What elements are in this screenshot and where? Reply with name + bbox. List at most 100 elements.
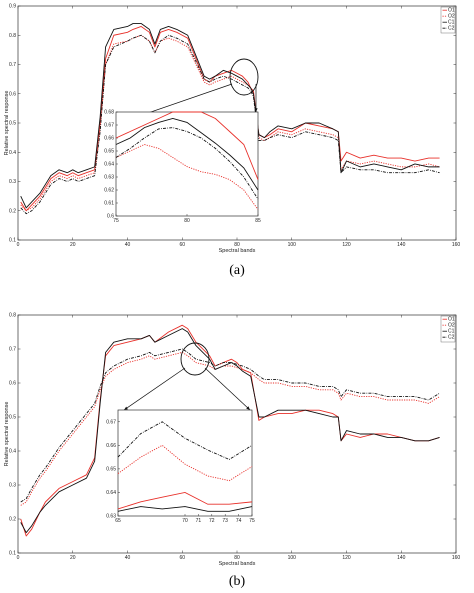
x-tick-label: 20 bbox=[70, 242, 76, 248]
legend-label-c1: C1 bbox=[448, 329, 455, 335]
y-tick-label: 0.3 bbox=[9, 179, 16, 185]
legend-label-c1: C1 bbox=[448, 20, 455, 26]
inset-series-line-c1 bbox=[115, 118, 259, 191]
inset-y-tick-label: 0.64 bbox=[104, 162, 114, 168]
inset-series-line-o1 bbox=[115, 111, 259, 180]
x-tick-label: 0 bbox=[17, 555, 20, 561]
y-axis-label: Relative spectral response bbox=[4, 91, 10, 156]
inset-x-tick-label: 71 bbox=[196, 518, 202, 524]
inset-x-tick-label: 72 bbox=[209, 518, 215, 524]
y-tick-label: 0.6 bbox=[9, 91, 16, 97]
x-tick-label: 100 bbox=[288, 555, 297, 561]
series-line-o2 bbox=[20, 34, 440, 212]
y-tick-label: 0.5 bbox=[9, 415, 16, 421]
chart-b: 0 20 40 60 80 100 120 140 160 0.1 0.2 0.3 0.4 0.5 0.6 0… bbox=[4, 313, 460, 589]
series-line-c1 bbox=[20, 23, 440, 209]
x-tick-label: 80 bbox=[234, 242, 240, 248]
inset-x-tick-label: 74 bbox=[236, 518, 242, 524]
legend-box bbox=[440, 6, 456, 34]
inset-plot-area bbox=[117, 409, 253, 517]
series-line-c2 bbox=[20, 34, 440, 215]
x-tick-label: 140 bbox=[397, 555, 406, 561]
x-tick-label: 60 bbox=[179, 242, 185, 248]
legend-label-o2: O2 bbox=[448, 323, 455, 329]
x-tick-label: 80 bbox=[234, 555, 240, 561]
y-tick-label: 0.2 bbox=[9, 208, 16, 214]
y-tick-label: 0.9 bbox=[9, 4, 16, 10]
inset-y-tick-label: 0.66 bbox=[104, 136, 114, 142]
y-tick-label: 0.5 bbox=[9, 121, 16, 127]
legend-label-c2: C2 bbox=[448, 26, 455, 32]
inset-y-tick-label: 0.65 bbox=[104, 149, 114, 155]
y-axis-label: Relative spectral response bbox=[4, 402, 10, 467]
zoom-arrow bbox=[123, 367, 186, 411]
x-tick-label: 160 bbox=[452, 242, 461, 248]
x-tick-label: 120 bbox=[342, 555, 351, 561]
inset-y-tick-label: 0.63 bbox=[106, 514, 116, 520]
y-tick-label: 0.3 bbox=[9, 483, 16, 489]
inset-series-line-c2 bbox=[117, 421, 253, 460]
x-axis-label: Spectral bands bbox=[219, 561, 256, 567]
y-tick-label: 0.8 bbox=[9, 33, 16, 39]
series-line-o1 bbox=[20, 324, 440, 537]
x-tick-label: 0 bbox=[17, 242, 20, 248]
inset-y-tick-label: 0.68 bbox=[104, 110, 114, 116]
series-line-c1 bbox=[20, 328, 440, 534]
inset-y-tick-label: 0.67 bbox=[106, 419, 116, 425]
chart-a: 0 20 40 60 80 100 120 140 160 0.1 0.2 0.3 0.4 0.5 0.6 0… bbox=[4, 4, 460, 278]
y-tick-label: 0.1 bbox=[9, 551, 16, 557]
x-tick-label: 120 bbox=[342, 242, 351, 248]
figure-caption: (b) bbox=[229, 574, 246, 589]
legend-label-o1: O1 bbox=[448, 8, 455, 14]
inset-y-tick-label: 0.6 bbox=[107, 214, 114, 220]
y-tick-label: 0.4 bbox=[9, 150, 16, 156]
zoom-ellipse bbox=[180, 342, 210, 376]
figure-caption: (a) bbox=[229, 263, 245, 278]
inset-y-tick-label: 0.62 bbox=[104, 188, 114, 194]
inset-chart: 75 80 85 0.6 0.61 0.62 0.63 0.64 0.65 0.66 0.67 0.6… bbox=[104, 110, 261, 224]
legend-label-o1: O1 bbox=[448, 317, 455, 323]
y-tick-label: 0.4 bbox=[9, 449, 16, 455]
inset-x-tick-label: 85 bbox=[255, 218, 261, 224]
inset-x-tick-label: 80 bbox=[184, 218, 190, 224]
zoom-arrow-head bbox=[254, 108, 258, 112]
inset-x-tick-label: 75 bbox=[113, 218, 119, 224]
y-tick-label: 0.7 bbox=[9, 347, 16, 353]
zoom-arrow-head bbox=[124, 406, 128, 410]
inset-series-line-o1 bbox=[117, 491, 253, 510]
x-tick-label: 40 bbox=[125, 555, 131, 561]
inset-series-line-o2 bbox=[115, 144, 259, 210]
x-tick-label: 100 bbox=[288, 242, 297, 248]
series-line-c2 bbox=[20, 348, 440, 503]
y-tick-label: 0.6 bbox=[9, 381, 16, 387]
inset-x-tick-label: 65 bbox=[115, 518, 121, 524]
inset-y-tick-label: 0.67 bbox=[104, 123, 114, 129]
inset-series-line-c1 bbox=[117, 506, 253, 512]
inset-y-tick-label: 0.64 bbox=[106, 490, 116, 496]
inset-y-tick-label: 0.63 bbox=[104, 175, 114, 181]
series-line-o2 bbox=[20, 351, 440, 506]
x-axis-label: Spectral bands bbox=[219, 248, 256, 254]
zoom-arrow-head bbox=[246, 406, 250, 410]
inset-y-tick-label: 0.65 bbox=[106, 467, 116, 473]
inset-y-tick-label: 0.66 bbox=[106, 443, 116, 449]
y-tick-label: 0.7 bbox=[9, 62, 16, 68]
x-tick-label: 60 bbox=[179, 555, 185, 561]
y-tick-label: 0.2 bbox=[9, 517, 16, 523]
x-tick-label: 20 bbox=[70, 555, 76, 561]
x-tick-label: 160 bbox=[452, 555, 461, 561]
x-tick-label: 40 bbox=[125, 242, 131, 248]
legend-box bbox=[440, 315, 456, 343]
inset-y-tick-label: 0.61 bbox=[104, 201, 114, 207]
inset-chart: 65 70 71 72 73 74 75 0.63 0.64 0.65 0.66 0.67 bbox=[106, 409, 255, 524]
y-tick-label: 0.8 bbox=[9, 313, 16, 319]
inset-series-line-o2 bbox=[117, 444, 253, 482]
inset-x-tick-label: 70 bbox=[182, 518, 188, 524]
legend-label-o2: O2 bbox=[448, 14, 455, 20]
zoom-arrow bbox=[204, 367, 251, 411]
y-tick-label: 0.1 bbox=[9, 238, 16, 244]
inset-x-tick-label: 73 bbox=[222, 518, 228, 524]
